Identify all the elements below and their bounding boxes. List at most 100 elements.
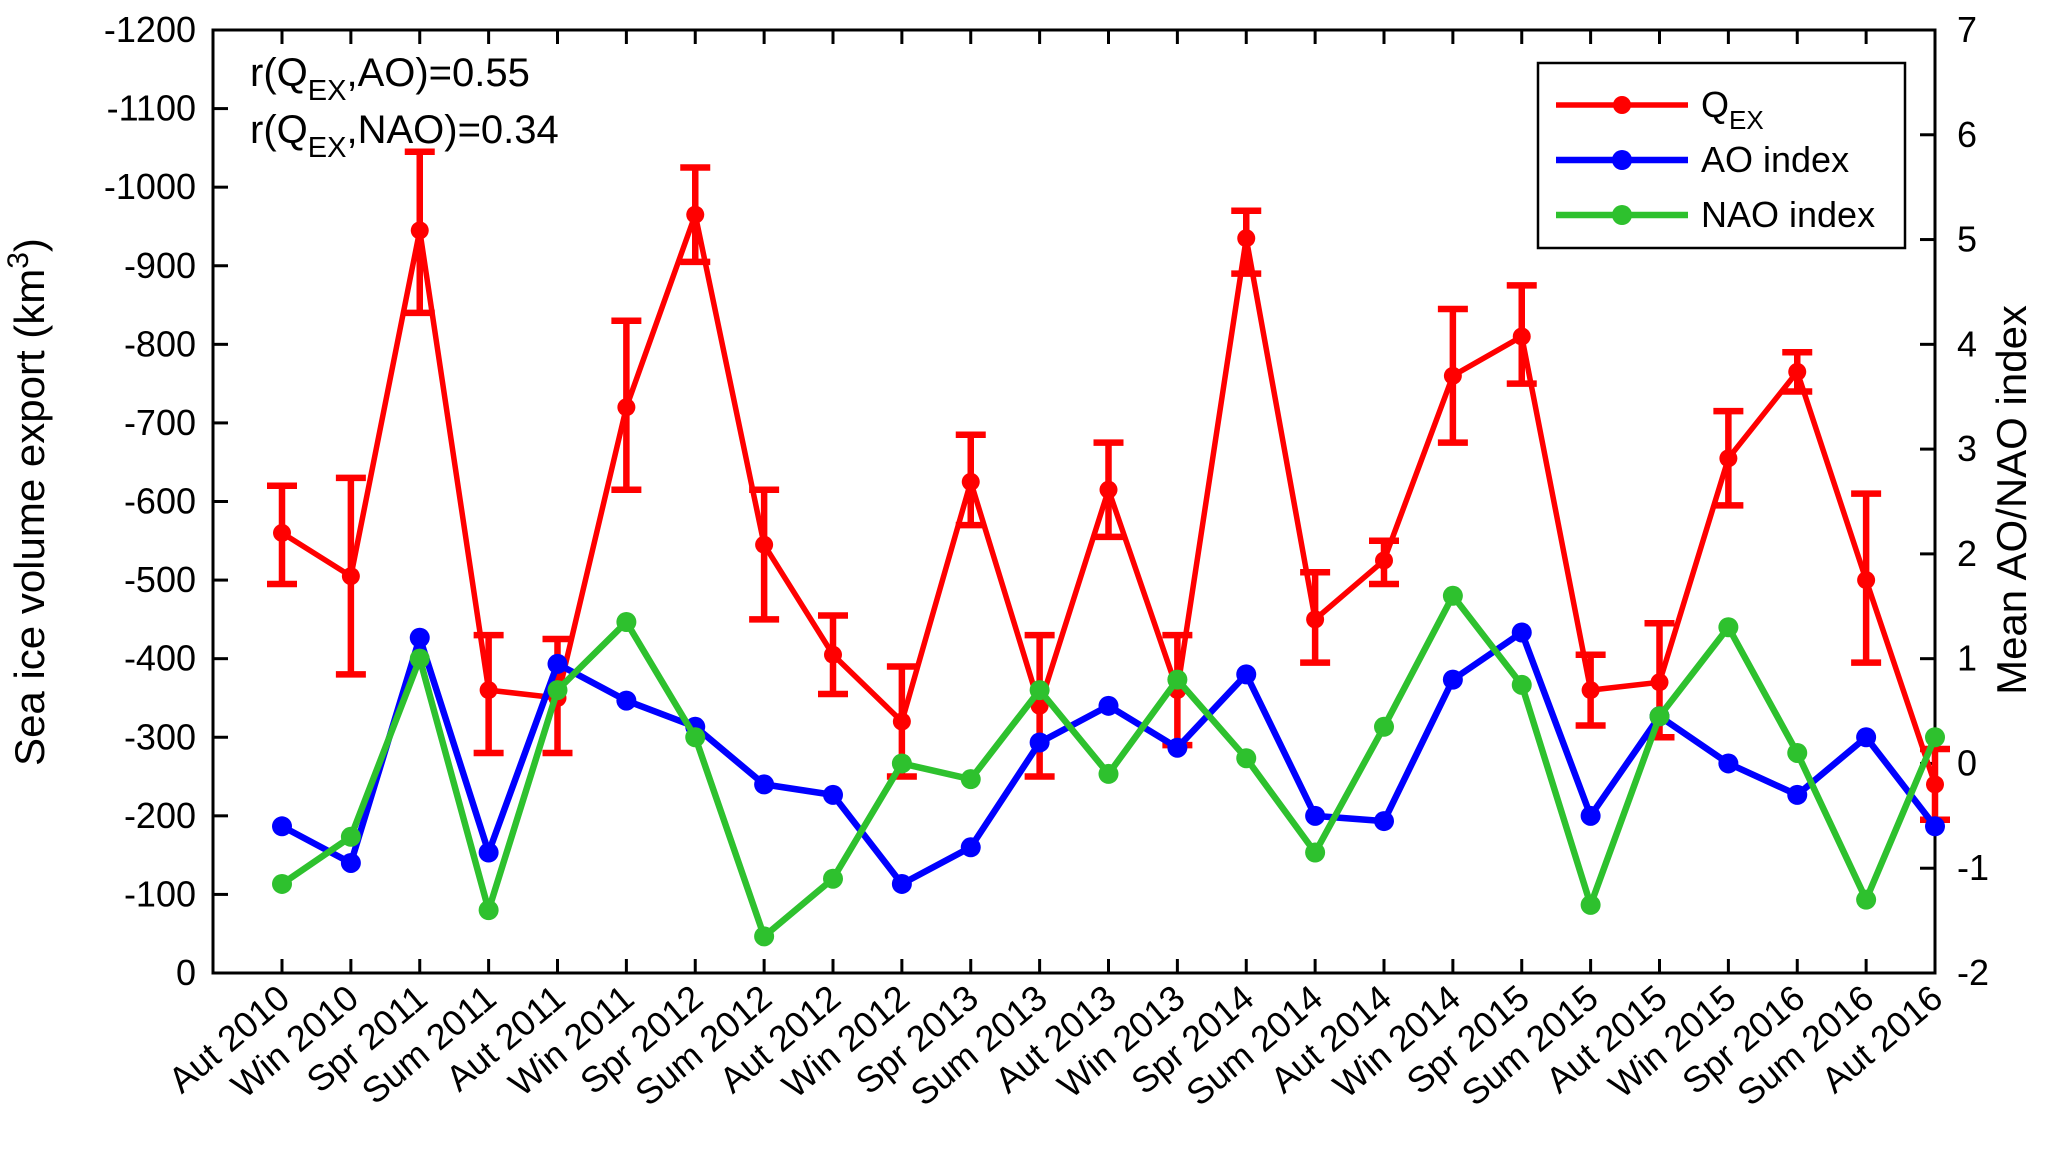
series-nao-point xyxy=(1098,763,1119,784)
legend-marker-ao xyxy=(1612,150,1632,170)
series-ao-point xyxy=(1098,695,1119,716)
series-ao-point xyxy=(478,842,499,863)
series-ao-point xyxy=(616,690,637,711)
series-nao-point xyxy=(1029,680,1050,701)
series-nao-point xyxy=(1236,748,1257,769)
left-axis-tick-label: -400 xyxy=(124,638,196,679)
left-axis-label: Sea ice volume export (km3) xyxy=(2,238,53,766)
series-ao-point xyxy=(754,774,775,795)
series-nao-point xyxy=(478,900,499,921)
right-axis-tick-label: 2 xyxy=(1957,533,1977,574)
series-nao-point xyxy=(1442,585,1463,606)
series-nao-point xyxy=(409,648,430,669)
left-axis-tick-label: -700 xyxy=(124,402,196,443)
legend-label-qex: QEX xyxy=(1701,84,1764,135)
series-nao-point xyxy=(1649,706,1670,727)
series-nao-point xyxy=(823,868,843,889)
left-axis-tick-label: -900 xyxy=(124,245,196,286)
right-axis-label: Mean AO/NAO index xyxy=(1988,305,2035,695)
series-ao-point xyxy=(272,816,292,837)
series-nao-point xyxy=(616,611,637,632)
right-axis-tick-label: 0 xyxy=(1957,742,1977,783)
series-nao-point xyxy=(754,926,775,947)
series-nao-point xyxy=(1305,842,1326,863)
series-ao-point xyxy=(409,627,430,648)
series-qex-point xyxy=(1719,449,1738,468)
series-nao-point xyxy=(1856,889,1877,910)
series-nao-point xyxy=(340,826,361,847)
series-qex-point xyxy=(1375,551,1393,570)
series-qex-point xyxy=(1099,480,1118,499)
series-qex-point xyxy=(1857,571,1876,590)
annotation-corr-nao: r(QEX,NAO)=0.34 xyxy=(250,108,559,164)
series-ao-point xyxy=(1442,669,1463,690)
right-axis-tick-label: 1 xyxy=(1957,638,1977,679)
left-axis-tick-label: -200 xyxy=(124,795,196,836)
right-axis-tick-label: -2 xyxy=(1957,952,1989,993)
series-qex-point xyxy=(617,398,636,417)
series-ao-point xyxy=(960,837,981,858)
series-ao-point xyxy=(1787,784,1808,805)
series-ao-point xyxy=(1580,805,1601,826)
series-qex-point xyxy=(1237,229,1256,248)
series-ao-point xyxy=(1718,753,1739,774)
series-nao-point xyxy=(1925,727,1945,748)
series-qex-point xyxy=(755,535,774,554)
left-axis-tick-label: -1200 xyxy=(104,9,196,50)
series-qex-point xyxy=(341,567,360,586)
series-nao-point xyxy=(685,727,706,748)
series-nao-point xyxy=(1718,617,1739,638)
right-axis-tick-label: 6 xyxy=(1957,114,1977,155)
series-qex-point xyxy=(410,221,429,240)
right-axis-tick-label: 5 xyxy=(1957,219,1977,260)
series-qex-point xyxy=(1512,327,1531,346)
series-qex-point xyxy=(1788,362,1807,381)
series-nao-point xyxy=(960,769,981,790)
series-ao-point xyxy=(1029,732,1050,753)
legend-marker-nao xyxy=(1612,205,1632,225)
right-axis-tick-label: 4 xyxy=(1957,323,1977,364)
left-axis-tick-label: 0 xyxy=(176,952,196,993)
left-axis-tick-label: -1000 xyxy=(104,166,196,207)
left-axis-tick-label: -500 xyxy=(124,559,196,600)
series-qex-point xyxy=(1443,366,1462,385)
series-nao-point xyxy=(1167,669,1188,690)
series-qex-point xyxy=(892,712,911,731)
series-qex-point xyxy=(273,523,291,542)
series-ao-point xyxy=(1305,805,1326,826)
legend-marker-qex xyxy=(1613,96,1631,114)
right-axis-tick-label: -1 xyxy=(1957,847,1989,888)
series-qex-point xyxy=(479,681,498,700)
right-axis-tick-label: 7 xyxy=(1957,9,1977,50)
series-ao-point xyxy=(891,873,912,894)
series-ao-point xyxy=(1374,811,1394,832)
series-qex-point xyxy=(686,205,705,224)
left-axis-tick-label: -1100 xyxy=(107,88,196,129)
series-qex-point xyxy=(961,472,980,491)
legend-label-ao: AO index xyxy=(1701,139,1849,180)
series-nao xyxy=(272,585,1945,947)
series-nao-point xyxy=(891,753,912,774)
series-ao-point xyxy=(1856,727,1877,748)
legend-label-nao: NAO index xyxy=(1701,194,1875,235)
series-ao-point xyxy=(1236,664,1257,685)
left-axis-tick-label: -100 xyxy=(124,873,196,914)
right-axis-tick-label: 3 xyxy=(1957,428,1977,469)
series-ao-point xyxy=(1511,622,1532,643)
series-qex-point xyxy=(1650,673,1669,692)
left-axis-tick-label: -800 xyxy=(124,323,196,364)
series-nao-point xyxy=(1787,742,1808,763)
series-ao-point xyxy=(823,784,843,805)
left-axis-tick-label: -600 xyxy=(124,481,196,522)
series-qex-point xyxy=(1581,681,1600,700)
series-nao-point xyxy=(1374,716,1394,737)
series-ao-point xyxy=(340,852,361,873)
series-qex-point xyxy=(1926,775,1944,794)
series-nao-point xyxy=(547,680,568,701)
left-axis-tick-label: -300 xyxy=(124,716,196,757)
series-nao-point xyxy=(1511,674,1532,695)
